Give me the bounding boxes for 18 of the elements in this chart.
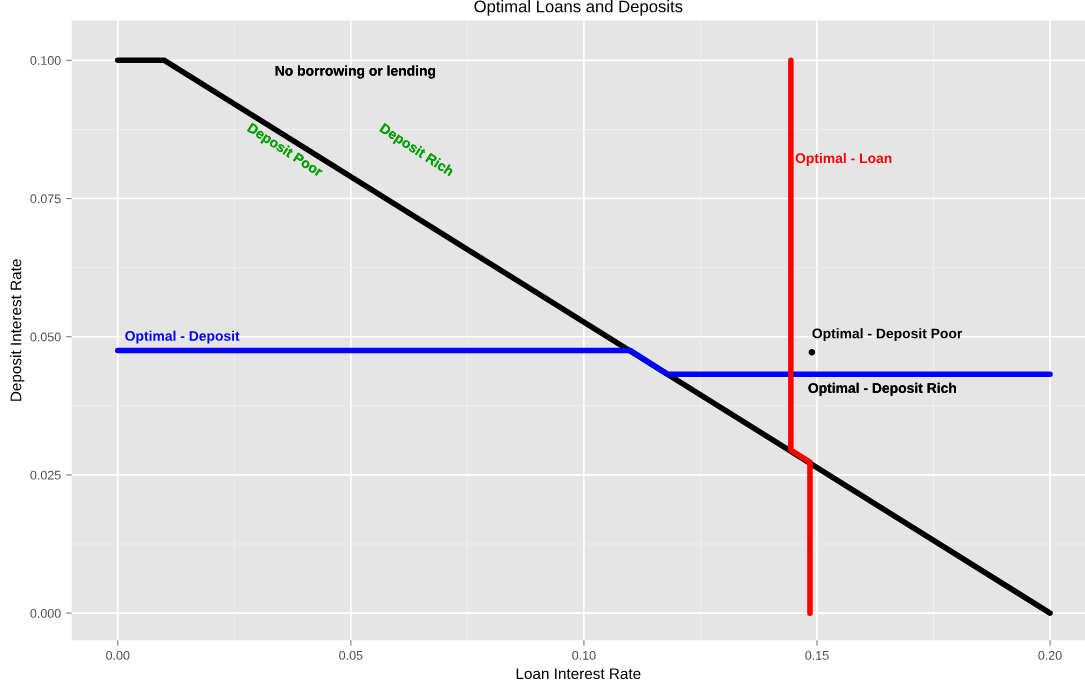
x-tick-label: 0.00 (106, 650, 130, 660)
y-tick-label: 0.075 (30, 194, 61, 204)
x-tick-label: 0.20 (1038, 650, 1062, 660)
chart-title: Optimal Loans and Deposits (474, 0, 683, 16)
y-axis-title: Deposit Interest Rate (10, 259, 25, 401)
annotation: Optimal - Deposit Rich (808, 382, 956, 396)
series-label: Optimal - Deposit Poor (812, 328, 963, 342)
x-tick-label: 0.10 (572, 650, 596, 660)
y-tick-label: 0.050 (30, 332, 61, 342)
y-tick-label: 0.100 (30, 56, 61, 65)
series-label: Optimal - Loan (795, 152, 892, 166)
x-tick-label: 0.15 (805, 650, 829, 660)
series-label: Optimal - Deposit (125, 330, 240, 344)
y-tick-label: 0.025 (30, 470, 61, 480)
x-axis-title: Loan Interest Rate (516, 668, 641, 680)
y-tick-label: 0.000 (30, 608, 61, 618)
annotation: No borrowing or lending (275, 65, 436, 79)
x-tick-label: 0.05 (339, 650, 363, 660)
